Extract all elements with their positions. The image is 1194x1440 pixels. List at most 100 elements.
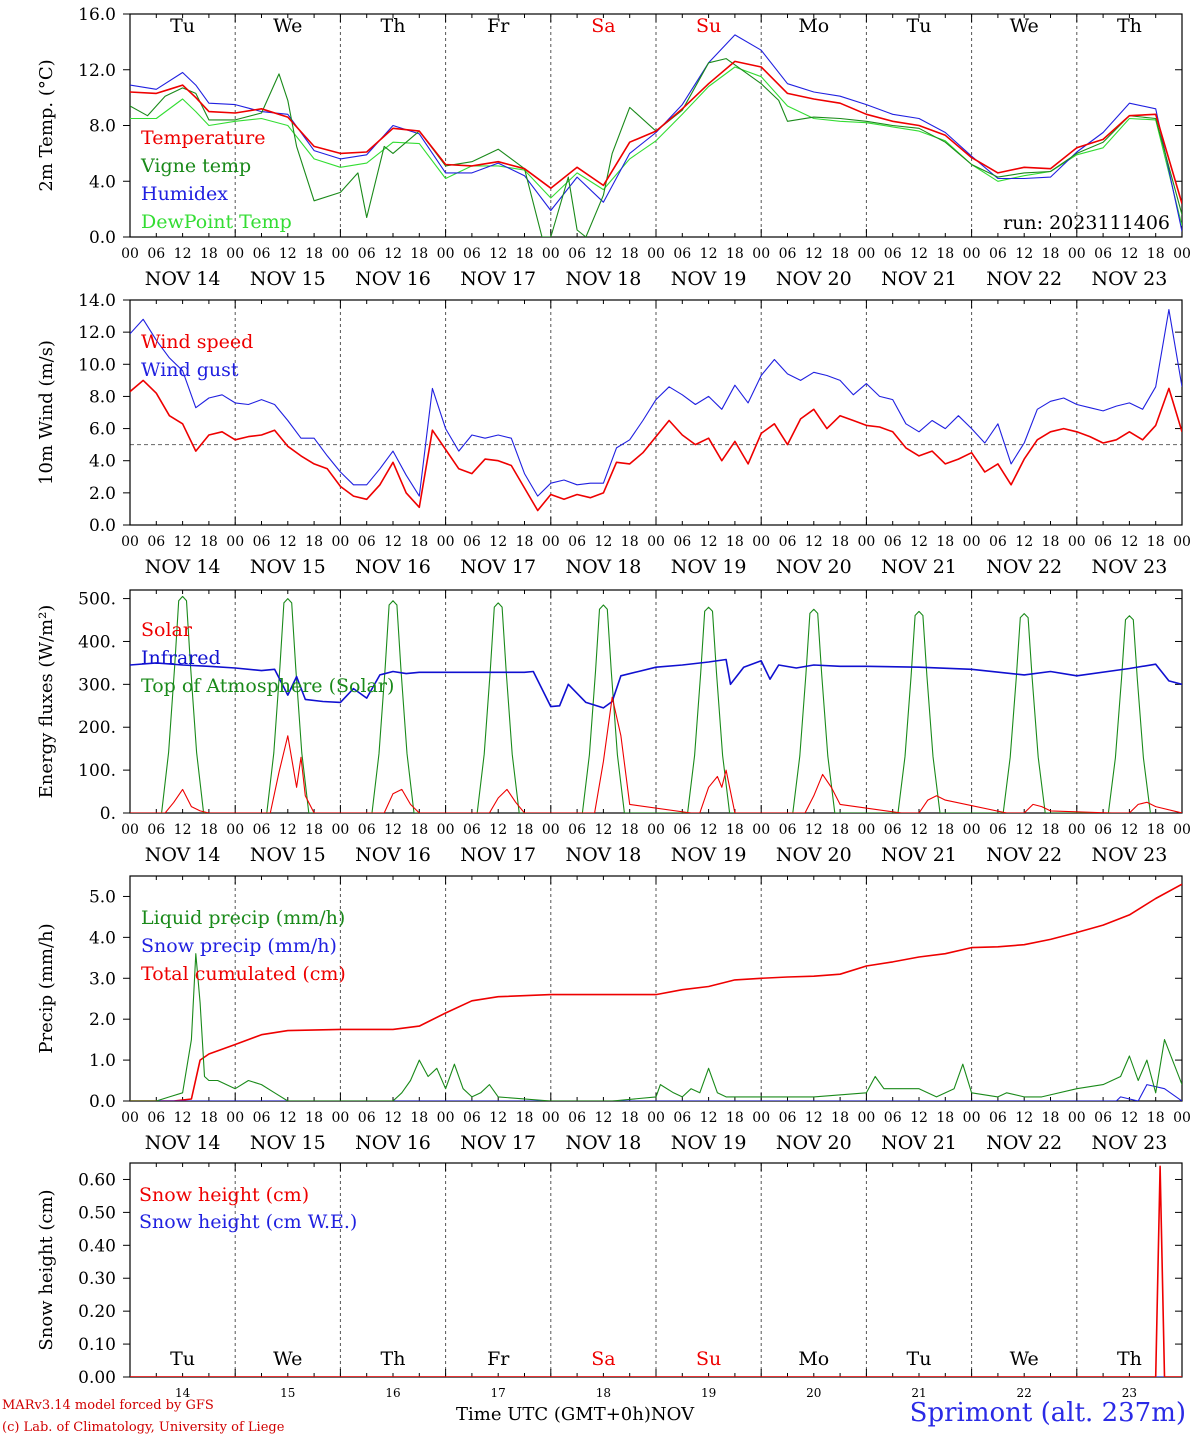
y-axis-label: Snow height (cm) xyxy=(36,1189,57,1350)
x-hour-label: 00 xyxy=(542,1110,560,1126)
y-tick-label: 8.0 xyxy=(89,387,116,407)
x-hour-label: 12 xyxy=(174,1110,192,1126)
x-hour-label: 12 xyxy=(384,822,402,838)
x-hour-label: 06 xyxy=(1094,822,1112,838)
weekday-label: Th xyxy=(1117,15,1142,37)
x-hour-label: 12 xyxy=(910,534,928,550)
weekday-label: Su xyxy=(696,1348,721,1370)
series-total-cumulated-cm xyxy=(130,883,1182,1101)
x-date-label: NOV 16 xyxy=(355,268,431,290)
x-hour-label: 18 xyxy=(305,1110,323,1126)
x-hour-label: 12 xyxy=(700,534,718,550)
legend-entry: Total cumulated (cm) xyxy=(141,963,346,985)
x-hour-label: 06 xyxy=(358,822,376,838)
y-tick-label: 0.00 xyxy=(78,1368,116,1388)
x-hour-label: 06 xyxy=(779,822,797,838)
x-date-label: NOV 21 xyxy=(881,844,957,866)
legend-entry: Wind speed xyxy=(141,331,253,353)
x-hour-label: 00 xyxy=(857,822,875,838)
x-hour-label: 12 xyxy=(489,1110,507,1126)
x-hour-label: 12 xyxy=(1015,1110,1033,1126)
series-dewpoint-temp xyxy=(130,66,1182,226)
x-hour-label: 18 xyxy=(410,822,428,838)
x-hour-label: 00 xyxy=(963,1110,981,1126)
y-tick-label: 400. xyxy=(78,632,116,652)
x-hour-label: 06 xyxy=(779,534,797,550)
series-group xyxy=(130,309,1182,512)
x-hour-label: 00 xyxy=(226,534,244,550)
x-hour-label: 00 xyxy=(226,822,244,838)
y-tick-label: 12.0 xyxy=(78,323,116,343)
x-hour-label: 18 xyxy=(726,1110,744,1126)
x-hour-label: 12 xyxy=(489,534,507,550)
plot-frame xyxy=(129,589,1183,814)
x-hour-label: 00 xyxy=(1068,246,1086,262)
legend-entry: Snow height (cm) xyxy=(139,1184,309,1206)
x-hour-label: 06 xyxy=(358,534,376,550)
series-infrared xyxy=(130,658,1182,709)
series-group xyxy=(130,34,1182,237)
x-hour-label: 00 xyxy=(752,1110,770,1126)
legend-entry: Temperature xyxy=(141,127,265,149)
x-hour-label: 18 xyxy=(516,534,534,550)
x-hour-label: 12 xyxy=(700,1110,718,1126)
y-tick-label: 4.0 xyxy=(89,452,116,472)
x-hour-label: 00 xyxy=(226,246,244,262)
x-hour-label: 06 xyxy=(568,246,586,262)
series-group xyxy=(130,1165,1182,1377)
series-temperature xyxy=(130,60,1182,204)
x-hour-label: 12 xyxy=(384,534,402,550)
x-hour-label: 18 xyxy=(410,246,428,262)
legend-entry: Infrared xyxy=(141,647,221,669)
x-date-label: NOV 23 xyxy=(1091,844,1167,866)
x-hour-label: 00 xyxy=(226,1110,244,1126)
x-hour-label: 18 xyxy=(621,246,639,262)
weekday-label: We xyxy=(1010,1348,1039,1370)
x-date-label: NOV 18 xyxy=(565,1132,641,1154)
x-hour-label: 06 xyxy=(673,1110,691,1126)
x-hour-label: 12 xyxy=(1015,246,1033,262)
x-date-label: NOV 16 xyxy=(355,1132,431,1154)
y-tick-label: 12.0 xyxy=(78,61,116,81)
y-tick-label: 0. xyxy=(100,804,116,824)
x-hour-label: 12 xyxy=(700,822,718,838)
weekday-label: We xyxy=(1010,15,1039,37)
y-tick-label: 0.0 xyxy=(89,516,116,536)
x-hour-label: 18 xyxy=(726,534,744,550)
x-date-label: NOV 22 xyxy=(986,556,1062,578)
x-hour-label: 06 xyxy=(147,822,165,838)
x-hour-label: 06 xyxy=(147,1110,165,1126)
x-hour-label: 06 xyxy=(1094,246,1112,262)
x-date-label: NOV 20 xyxy=(776,1132,852,1154)
x-hour-label: 12 xyxy=(1120,822,1138,838)
x-hour-label: 06 xyxy=(779,246,797,262)
x-hour-label: 18 xyxy=(200,246,218,262)
x-hour-label: 06 xyxy=(989,534,1007,550)
x-hour-label: 06 xyxy=(463,534,481,550)
x-hour-label: 06 xyxy=(253,822,271,838)
x-hour-label: 12 xyxy=(174,246,192,262)
y-axis-label: 2m Temp. (°C) xyxy=(36,59,57,191)
x-hour-label: 12 xyxy=(489,246,507,262)
y-tick-label: 4.0 xyxy=(89,172,116,192)
y-tick-label: 0.40 xyxy=(78,1236,116,1256)
x-hour-label: 06 xyxy=(673,534,691,550)
x-hour-label: 06 xyxy=(1094,1110,1112,1126)
x-hour-label: 06 xyxy=(884,1110,902,1126)
x-date-label: NOV 17 xyxy=(460,268,536,290)
x-hour-label: 12 xyxy=(489,822,507,838)
series-top-of-atmosphere-solar xyxy=(160,595,1152,813)
x-hour-label: 00 xyxy=(647,1110,665,1126)
x-hour-label: 00 xyxy=(331,246,349,262)
legend-entry: Solar xyxy=(141,619,193,641)
weekday-label: Sa xyxy=(591,15,615,37)
x-hour-label: 12 xyxy=(1015,534,1033,550)
panel-1: 0.0 4.0 8.0 12.0 16.0 2m Temp. (°C) 00 06 12 18 00… xyxy=(36,5,1191,290)
x-hour-label: 00 xyxy=(857,246,875,262)
x-hour-label: 00 xyxy=(963,822,981,838)
legend-entry: Wind gust xyxy=(141,359,239,381)
x-hour-label: 06 xyxy=(989,1110,1007,1126)
x-hour-label: 18 xyxy=(621,822,639,838)
x-hour-label: 18 xyxy=(1147,1110,1165,1126)
day-number-label: 14 xyxy=(175,1386,191,1400)
